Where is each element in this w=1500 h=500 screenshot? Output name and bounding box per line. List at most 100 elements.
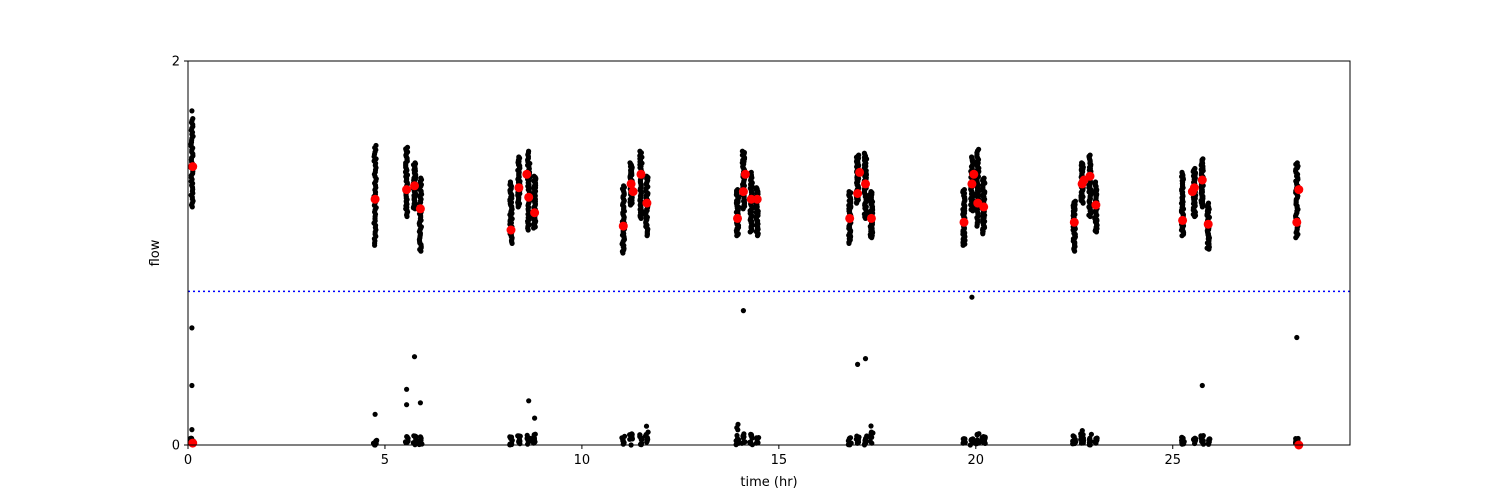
x-tick-label: 10 — [574, 453, 591, 468]
raw-point — [621, 183, 627, 189]
raw-point — [1199, 439, 1205, 445]
raw-point — [532, 431, 538, 437]
raw-point — [1200, 434, 1206, 440]
raw-point — [1294, 334, 1300, 341]
raw-point — [845, 438, 852, 444]
mean-point — [752, 194, 762, 204]
raw-point — [735, 421, 741, 427]
raw-point — [531, 173, 537, 179]
raw-point — [1088, 431, 1094, 437]
raw-point — [1206, 439, 1212, 446]
mean-point — [530, 208, 540, 218]
raw-point — [1193, 436, 1199, 442]
raw-point — [981, 175, 987, 181]
mean-point — [967, 179, 977, 189]
raw-point — [748, 431, 754, 437]
raw-point — [861, 150, 868, 156]
raw-point — [735, 427, 741, 433]
y-axis-label: flow — [148, 239, 163, 266]
raw-point — [402, 439, 409, 445]
mean-point — [855, 167, 865, 177]
raw-point — [419, 441, 425, 447]
mean-point — [959, 217, 969, 227]
raw-point — [961, 436, 967, 442]
raw-point — [1179, 169, 1185, 175]
mean-point — [733, 213, 742, 223]
raw-point — [412, 433, 418, 439]
raw-point — [644, 435, 651, 441]
raw-point — [856, 152, 862, 158]
raw-point — [867, 438, 873, 444]
raw-point — [739, 148, 746, 154]
raw-point — [960, 440, 966, 446]
raw-point — [372, 411, 378, 417]
mean-point — [410, 181, 419, 191]
raw-point — [969, 294, 975, 300]
raw-point — [627, 160, 633, 166]
mean-point — [626, 179, 636, 189]
raw-point — [527, 437, 533, 443]
mean-point — [188, 162, 198, 172]
x-tick-label: 5 — [381, 453, 389, 468]
raw-point — [1205, 200, 1212, 206]
raw-point — [189, 427, 195, 433]
raw-point — [509, 440, 515, 446]
plot-frame — [187, 60, 1351, 446]
mean-point — [845, 213, 855, 223]
y-tick-label: 2 — [172, 55, 180, 70]
mean-point — [740, 169, 750, 179]
raw-point — [190, 116, 196, 122]
raw-point — [418, 175, 424, 181]
raw-point — [1092, 179, 1099, 185]
mean-point — [1069, 217, 1079, 227]
raw-point — [411, 354, 418, 360]
mean-point — [866, 213, 876, 223]
raw-point — [417, 400, 423, 406]
x-tick-label: 15 — [771, 453, 788, 468]
mean-point — [861, 179, 870, 189]
mean-point — [1294, 185, 1304, 195]
x-tick-label: 25 — [1164, 453, 1181, 468]
mean-point — [402, 185, 412, 195]
raw-point — [754, 436, 760, 442]
raw-point — [404, 402, 410, 408]
mean-point — [636, 169, 646, 179]
mean-point — [1292, 217, 1302, 227]
raw-point — [980, 434, 987, 440]
mean-point — [188, 438, 198, 448]
raw-point — [969, 154, 975, 160]
axis-ticks: 0 5 10 15 20 25 0 2 — [172, 55, 1181, 469]
raw-point — [645, 429, 651, 435]
raw-point — [855, 436, 862, 442]
mean-point — [506, 225, 516, 235]
raw-point — [627, 432, 633, 438]
raw-point — [753, 185, 760, 191]
raw-point — [1093, 440, 1099, 446]
raw-point — [1078, 431, 1084, 437]
raw-point — [526, 398, 532, 404]
mean-point — [415, 204, 425, 214]
mean-point — [1085, 171, 1095, 181]
x-axis-label: time (hr) — [740, 475, 797, 490]
y-tick-label: 0 — [172, 439, 180, 454]
raw-point — [1200, 156, 1206, 162]
raw-point — [1080, 440, 1086, 446]
raw-point — [189, 382, 195, 389]
raw-point — [1294, 160, 1300, 166]
raw-point — [1079, 160, 1085, 166]
raw-point — [516, 154, 522, 160]
raw-point — [1080, 435, 1086, 441]
raw-point — [868, 429, 875, 435]
mean-point — [1178, 215, 1188, 225]
raw-point — [507, 179, 513, 185]
raw-point — [373, 142, 379, 149]
raw-point — [740, 308, 747, 314]
raw-point — [1072, 198, 1078, 204]
mean-point — [642, 198, 652, 208]
raw-point — [517, 441, 523, 447]
raw-point — [741, 439, 747, 445]
raw-point — [1199, 382, 1205, 389]
raw-point — [741, 431, 747, 437]
data-marks — [187, 108, 1304, 450]
